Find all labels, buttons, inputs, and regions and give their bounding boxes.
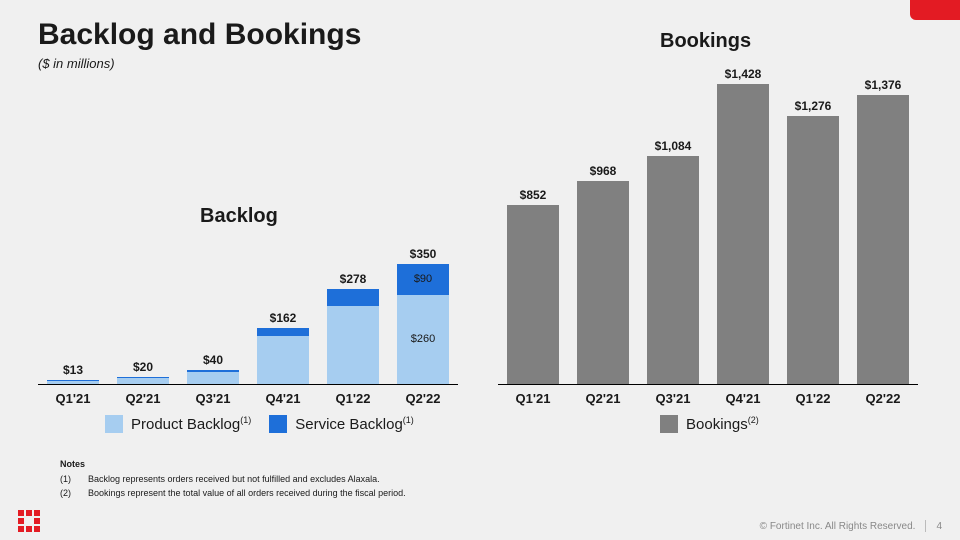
notes-heading: Notes	[60, 458, 406, 472]
corner-accent	[910, 0, 960, 20]
bar-total-label: $1,084	[647, 139, 699, 153]
category-label: Q4'21	[708, 391, 778, 406]
category-label: Q1'22	[778, 391, 848, 406]
category-label: Q2'21	[568, 391, 638, 406]
bar-group: $13	[47, 380, 99, 384]
bookings-plot: $852Q1'21$968Q2'21$1,084Q3'21$1,428Q4'21…	[498, 85, 918, 385]
category-label: Q3'21	[178, 391, 248, 406]
note-row: (2) Bookings represent the total value of…	[60, 487, 406, 501]
category-label: Q3'21	[638, 391, 708, 406]
bar-group: $1,276	[787, 116, 839, 384]
footer-copyright: © Fortinet Inc. All Rights Reserved.	[760, 521, 916, 532]
category-label: Q1'22	[318, 391, 388, 406]
backlog-legend: Product Backlog(1) Service Backlog(1)	[105, 415, 414, 433]
bar-segment	[117, 378, 169, 384]
slide: Backlog and Bookings ($ in millions) Bac…	[0, 0, 960, 540]
bar-segment	[327, 289, 379, 306]
bar-segment	[787, 116, 839, 384]
bar-segment	[647, 156, 699, 384]
legend-item: Bookings(2)	[660, 415, 759, 433]
bar-segment	[257, 336, 309, 384]
category-label: Q4'21	[248, 391, 318, 406]
legend-swatch	[105, 415, 123, 433]
bar-group: $20	[117, 377, 169, 384]
bar-total-label: $1,276	[787, 99, 839, 113]
bar-segment	[47, 380, 99, 384]
bar-total-label: $1,428	[717, 67, 769, 81]
bar-segment	[577, 181, 629, 384]
bar-group: $40	[187, 370, 239, 384]
bar-group: $162	[257, 328, 309, 384]
logo-icon	[18, 510, 40, 532]
note-text: Bookings represent the total value of al…	[88, 487, 406, 501]
page-subtitle: ($ in millions)	[38, 56, 115, 71]
backlog-chart: $13Q1'21$20Q2'21$40Q3'21$162Q4'21$278Q1'…	[38, 265, 458, 385]
note-number: (1)	[60, 473, 78, 487]
category-label: Q2'22	[848, 391, 918, 406]
bar-total-label: $20	[117, 360, 169, 374]
bar-total-label: $968	[577, 164, 629, 178]
category-label: Q1'21	[38, 391, 108, 406]
segment-label: $90	[397, 273, 449, 285]
legend-label: Service Backlog(1)	[295, 415, 414, 433]
bar-segment	[187, 370, 239, 371]
note-number: (2)	[60, 487, 78, 501]
bookings-legend: Bookings(2)	[660, 415, 759, 433]
bar-segment	[717, 84, 769, 384]
legend-swatch	[269, 415, 287, 433]
bar-total-label: $40	[187, 353, 239, 367]
bar-total-label: $1,376	[857, 78, 909, 92]
category-label: Q1'21	[498, 391, 568, 406]
bar-group: $852	[507, 205, 559, 384]
backlog-chart-title: Backlog	[200, 205, 278, 228]
page-title: Backlog and Bookings	[38, 18, 361, 52]
segment-label: $260	[397, 333, 449, 345]
bar-group: $1,428	[717, 84, 769, 384]
legend-item: Product Backlog(1)	[105, 415, 251, 433]
note-row: (1) Backlog represents orders received bu…	[60, 473, 406, 487]
category-label: Q2'22	[388, 391, 458, 406]
bookings-chart: $852Q1'21$968Q2'21$1,084Q3'21$1,428Q4'21…	[498, 85, 918, 385]
bar-segment	[507, 205, 559, 384]
bar-group: $1,376	[857, 95, 909, 384]
category-label: Q2'21	[108, 391, 178, 406]
bar-group: $260$90$350	[397, 264, 449, 384]
footer: © Fortinet Inc. All Rights Reserved. 4	[760, 520, 942, 532]
bar-segment	[327, 306, 379, 384]
legend-label: Bookings(2)	[686, 415, 759, 433]
bar-total-label: $162	[257, 311, 309, 325]
legend-label: Product Backlog(1)	[131, 415, 251, 433]
bar-segment	[257, 328, 309, 336]
bar-total-label: $350	[397, 247, 449, 261]
legend-swatch	[660, 415, 678, 433]
bar-group: $968	[577, 181, 629, 384]
bar-segment	[187, 372, 239, 384]
bar-segment	[857, 95, 909, 384]
note-text: Backlog represents orders received but n…	[88, 473, 380, 487]
bar-group: $278	[327, 289, 379, 384]
bar-total-label: $852	[507, 188, 559, 202]
notes: Notes (1) Backlog represents orders recei…	[60, 458, 406, 501]
bar-segment	[117, 377, 169, 378]
bar-group: $1,084	[647, 156, 699, 384]
footer-separator	[925, 520, 926, 532]
footer-page-number: 4	[936, 521, 942, 532]
bar-total-label: $278	[327, 272, 379, 286]
backlog-plot: $13Q1'21$20Q2'21$40Q3'21$162Q4'21$278Q1'…	[38, 265, 458, 385]
bar-total-label: $13	[47, 363, 99, 377]
legend-item: Service Backlog(1)	[269, 415, 414, 433]
bookings-chart-title: Bookings	[660, 30, 751, 53]
